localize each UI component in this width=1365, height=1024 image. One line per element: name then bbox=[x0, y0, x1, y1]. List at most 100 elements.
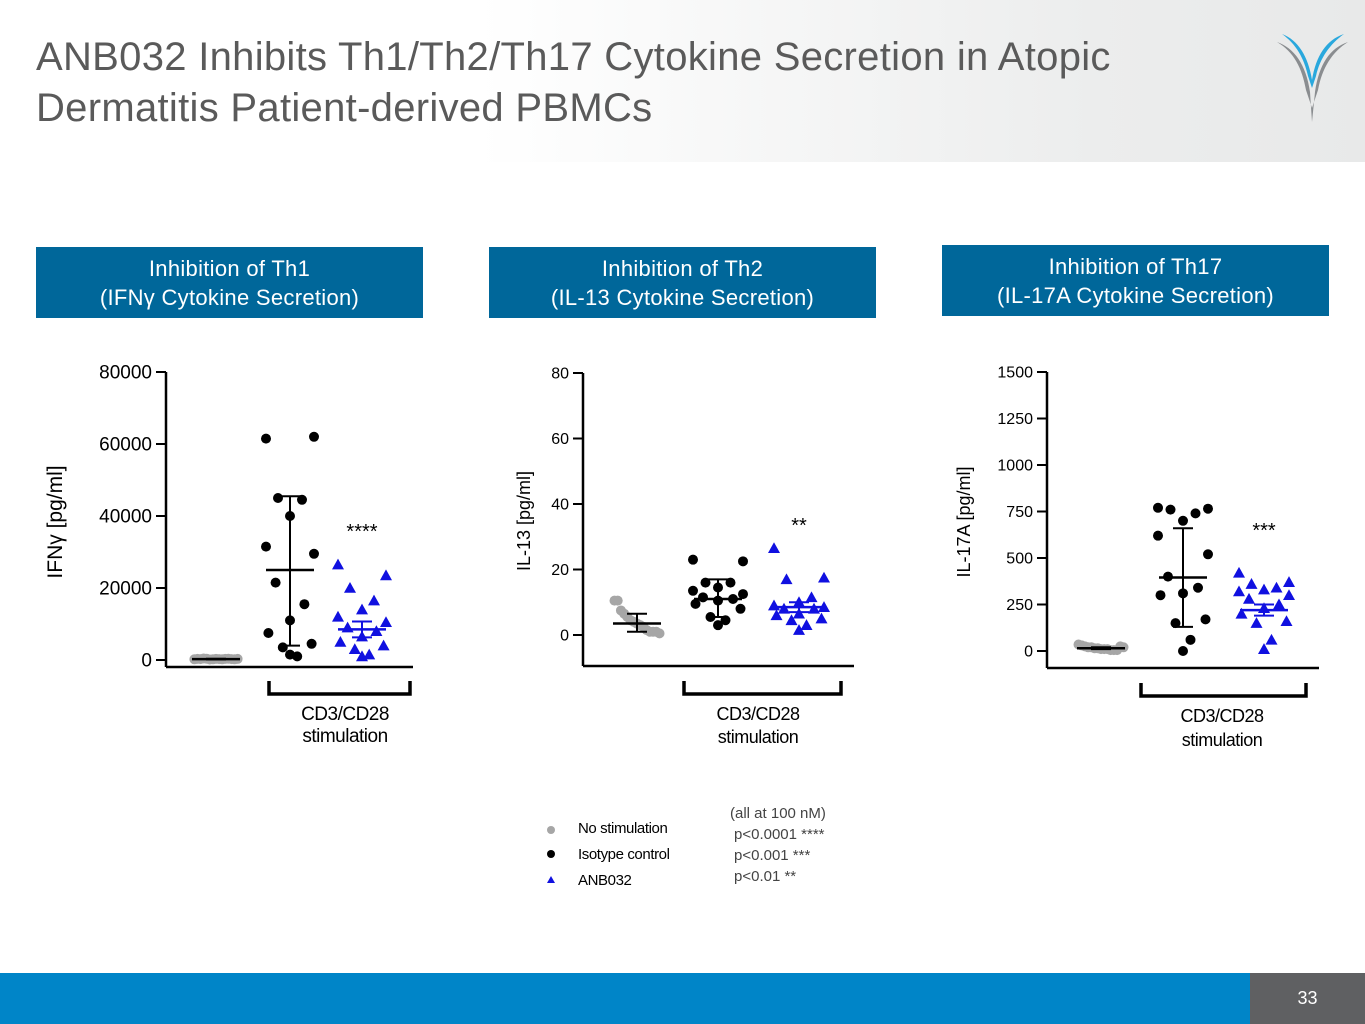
bracket-label-line1: CD3/CD28 bbox=[716, 704, 800, 724]
data-point bbox=[818, 571, 830, 583]
stimulation-bracket bbox=[682, 681, 843, 696]
slide-title: ANB032 Inhibits Th1/Th2/Th17 Cytokine Se… bbox=[36, 32, 1236, 134]
data-point bbox=[341, 621, 354, 633]
group-isotype-control bbox=[261, 431, 319, 662]
data-point bbox=[1153, 502, 1163, 513]
data-point bbox=[1185, 634, 1196, 645]
data-point bbox=[285, 649, 295, 660]
y-tick-label: 0 bbox=[560, 628, 569, 645]
data-point bbox=[1258, 583, 1270, 595]
data-point bbox=[332, 558, 344, 570]
panel-title-th1-line1: Inhibition of Th1 bbox=[148, 255, 311, 281]
data-point bbox=[1170, 618, 1181, 629]
data-point bbox=[273, 493, 283, 503]
y-axis-label: IL-13 [pg/ml] bbox=[514, 471, 534, 571]
data-point bbox=[690, 598, 701, 609]
data-point bbox=[297, 494, 307, 505]
data-point bbox=[1245, 578, 1258, 589]
y-tick-label: 40 bbox=[551, 497, 569, 514]
data-point bbox=[612, 595, 623, 606]
legend-item-no-stimulation: No stimulation bbox=[540, 818, 668, 838]
data-point bbox=[735, 603, 746, 614]
stimulation-bracket bbox=[1139, 683, 1308, 698]
data-point bbox=[1265, 633, 1278, 645]
y-axis-label: IFNγ [pg/ml] bbox=[44, 465, 67, 578]
pvalue-three-star: p<0.001 *** bbox=[734, 847, 811, 864]
group-isotype-control bbox=[1153, 502, 1213, 656]
data-point bbox=[363, 648, 376, 660]
header-background bbox=[0, 0, 1365, 162]
panel-title-th17: Inhibition of Th17 (IL-17A Cytokine Secr… bbox=[942, 245, 1329, 316]
data-point bbox=[309, 548, 319, 559]
data-point bbox=[1280, 615, 1293, 627]
pvalue-notes: (all at 100 nM) p<0.0001 **** p<0.001 **… bbox=[730, 803, 826, 887]
data-point bbox=[306, 638, 317, 649]
panel-title-th2: Inhibition of Th2 (IL-13 Cytokine Secret… bbox=[489, 247, 876, 318]
data-point bbox=[261, 433, 271, 444]
data-point bbox=[1235, 607, 1248, 619]
data-point bbox=[356, 650, 368, 662]
pvalue-note: (all at 100 nM) bbox=[730, 805, 826, 822]
y-tick-label: 80000 bbox=[99, 363, 152, 384]
pvalue-two-star: p<0.01 ** bbox=[734, 868, 797, 885]
significance-label: *** bbox=[1252, 520, 1276, 542]
data-point bbox=[1233, 566, 1245, 578]
data-point bbox=[334, 636, 347, 647]
data-point bbox=[1203, 549, 1213, 560]
legend-marker-no-stimulation bbox=[547, 826, 555, 834]
y-tick-label: 20000 bbox=[99, 579, 152, 600]
y-tick-label: 500 bbox=[1006, 551, 1033, 568]
data-point bbox=[818, 601, 830, 612]
y-tick-label: 20 bbox=[551, 562, 569, 579]
data-point bbox=[1243, 592, 1255, 604]
title-line-2: Dermatitis Patient-derived PBMCs bbox=[36, 86, 653, 130]
legend-label-no-stimulation: No stimulation bbox=[578, 819, 668, 837]
data-point bbox=[377, 639, 390, 651]
legend-label-isotype: Isotype control bbox=[578, 845, 670, 863]
bracket-label-line2: stimulation bbox=[718, 727, 799, 747]
data-point bbox=[793, 624, 805, 635]
group-no-stimulation bbox=[609, 595, 665, 639]
y-tick-label: 40000 bbox=[99, 507, 152, 528]
data-point bbox=[770, 609, 783, 621]
data-point bbox=[380, 569, 392, 581]
group-no-stimulation bbox=[189, 653, 243, 665]
footer-bar bbox=[0, 973, 1250, 1024]
data-point bbox=[805, 591, 818, 603]
data-point bbox=[738, 589, 748, 600]
legend-marker-anb032 bbox=[547, 876, 555, 883]
y-tick-label: 750 bbox=[1006, 504, 1033, 521]
pvalue-four-star: p<0.0001 **** bbox=[734, 826, 825, 843]
panel-title-th1-line2: (IFNγ Cytokine Secretion) bbox=[99, 284, 360, 310]
data-point bbox=[780, 573, 793, 585]
bracket-label-line2: stimulation bbox=[302, 726, 387, 747]
title-line-1: ANB032 Inhibits Th1/Th2/Th17 Cytokine Se… bbox=[36, 35, 1111, 79]
y-tick-label: 60000 bbox=[99, 435, 152, 456]
bracket-label-line2: stimulation bbox=[1182, 730, 1263, 750]
panel-title-th17-line2: (IL-17A Cytokine Secretion) bbox=[996, 282, 1275, 308]
data-point bbox=[1178, 646, 1188, 656]
y-tick-label: 1500 bbox=[997, 365, 1033, 382]
data-point bbox=[299, 599, 310, 610]
data-point bbox=[1270, 581, 1283, 593]
data-point bbox=[1258, 643, 1270, 654]
bracket-label-line1: CD3/CD28 bbox=[301, 704, 389, 725]
data-point bbox=[738, 556, 748, 567]
legend-label-anb032: ANB032 bbox=[578, 871, 632, 889]
group-anb032 bbox=[768, 542, 830, 635]
data-point bbox=[368, 594, 380, 606]
data-point bbox=[1155, 590, 1166, 601]
data-point bbox=[815, 612, 828, 624]
data-point bbox=[1250, 617, 1263, 628]
bracket-label-line1: CD3/CD28 bbox=[1180, 706, 1264, 726]
data-point bbox=[768, 599, 780, 611]
group-anb032 bbox=[332, 558, 392, 662]
data-point bbox=[800, 619, 813, 630]
panel-title-th2-line1: Inhibition of Th2 bbox=[601, 255, 764, 281]
group-no-stimulation bbox=[1073, 639, 1129, 656]
data-point bbox=[654, 628, 665, 639]
data-point bbox=[768, 542, 780, 554]
y-tick-label: 0 bbox=[141, 651, 152, 672]
data-point bbox=[380, 616, 392, 627]
legend-item-isotype: Isotype control bbox=[540, 844, 670, 864]
